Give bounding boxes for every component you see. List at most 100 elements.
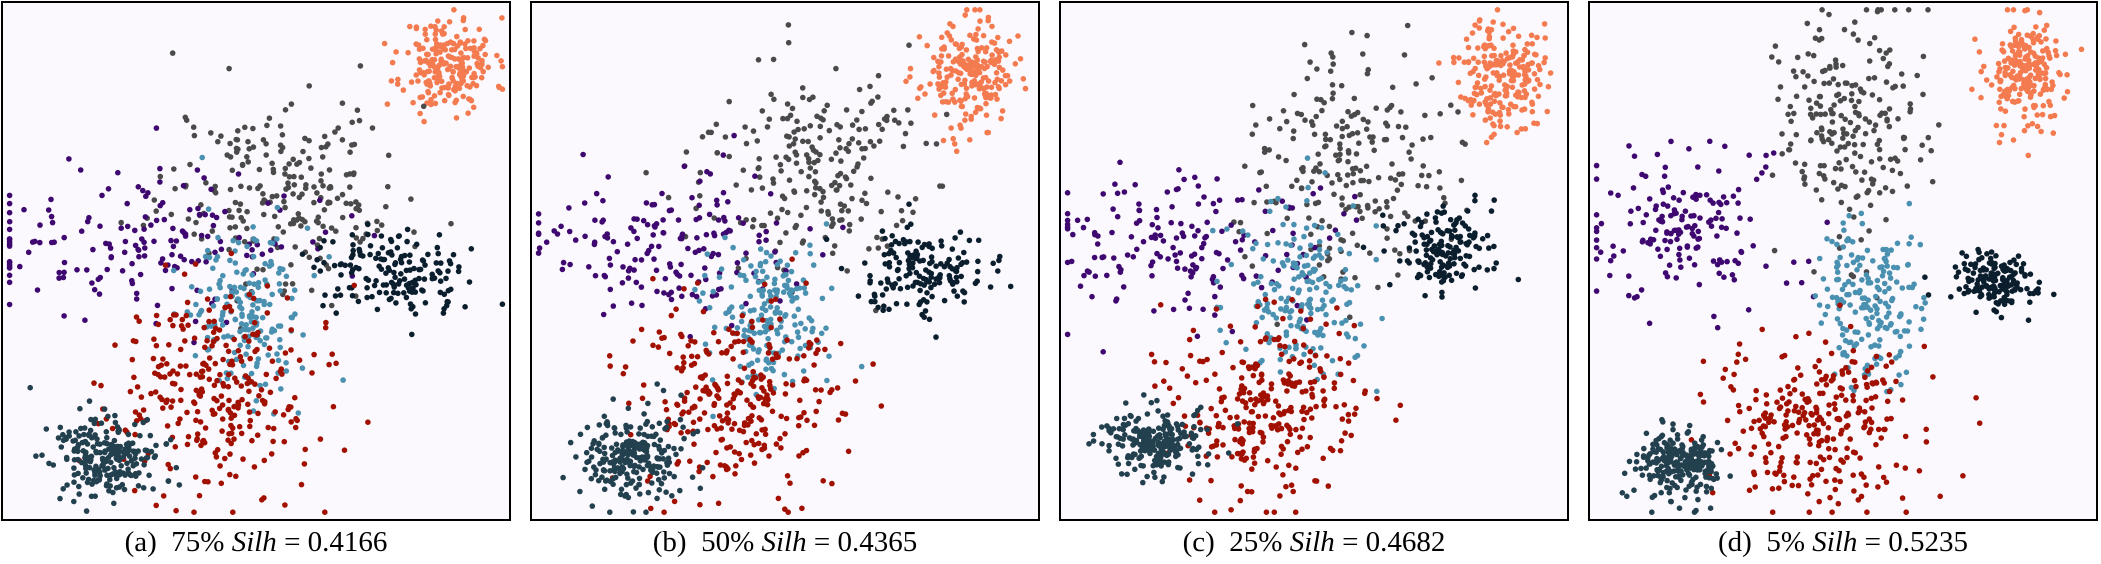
scatter-point bbox=[201, 360, 207, 367]
scatter-point bbox=[235, 347, 242, 354]
scatter-point bbox=[2016, 98, 2022, 104]
scatter-point bbox=[601, 486, 608, 493]
scatter-point bbox=[1504, 83, 1511, 90]
scatter-point bbox=[878, 403, 885, 409]
scatter-point bbox=[468, 246, 475, 252]
scatter-point bbox=[837, 201, 844, 207]
scatter-point bbox=[261, 341, 268, 348]
scatter-point bbox=[1185, 290, 1191, 297]
scatter-point bbox=[759, 305, 766, 312]
scatter-point bbox=[1298, 308, 1304, 314]
scatter-point bbox=[1494, 57, 1501, 64]
scatter-point bbox=[907, 252, 914, 259]
scatter-point bbox=[1769, 54, 1775, 60]
scatter-point bbox=[1856, 98, 1862, 105]
scatter-point bbox=[135, 448, 141, 454]
scatter-point bbox=[655, 476, 662, 483]
scatter-point bbox=[155, 363, 162, 370]
scatter-point bbox=[461, 54, 467, 61]
scatter-point bbox=[874, 234, 880, 241]
scatter-point bbox=[1250, 454, 1257, 460]
scatter-point bbox=[1481, 53, 1488, 60]
scatter-point bbox=[320, 223, 326, 230]
scatter-point bbox=[2013, 52, 2020, 58]
scatter-point bbox=[1176, 435, 1183, 442]
scatter-point bbox=[131, 374, 137, 381]
scatter-point bbox=[277, 344, 284, 351]
scatter-point bbox=[1418, 172, 1425, 179]
scatter-point bbox=[279, 144, 286, 151]
scatter-point bbox=[286, 174, 293, 180]
scatter-point bbox=[1466, 239, 1472, 245]
scatter-point bbox=[1153, 458, 1159, 465]
scatter-point bbox=[482, 51, 489, 58]
scatter-point bbox=[946, 33, 953, 39]
cluster-0 bbox=[1436, 7, 1554, 146]
scatter-point bbox=[232, 260, 239, 266]
scatter-point bbox=[1300, 164, 1306, 171]
scatter-point bbox=[394, 245, 401, 251]
scatter-point bbox=[2048, 86, 2055, 93]
scatter-point bbox=[269, 291, 276, 298]
scatter-point bbox=[1430, 248, 1437, 255]
scatter-point bbox=[1214, 278, 1220, 285]
scatter-point bbox=[337, 261, 344, 268]
scatter-point bbox=[1514, 129, 1520, 136]
scatter-point bbox=[958, 44, 965, 50]
scatter-point bbox=[91, 380, 97, 386]
scatter-point bbox=[420, 103, 427, 110]
scatter-point bbox=[441, 306, 447, 312]
scatter-point bbox=[250, 253, 257, 260]
scatter-point bbox=[306, 254, 313, 261]
scatter-point bbox=[845, 448, 852, 455]
scatter-point bbox=[886, 264, 893, 270]
scatter-point bbox=[208, 130, 214, 136]
scatter-point bbox=[296, 357, 303, 364]
scatter-point bbox=[1173, 421, 1180, 427]
scatter-point bbox=[298, 174, 305, 180]
scatter-point bbox=[1113, 455, 1119, 462]
scatter-point bbox=[1332, 227, 1339, 233]
scatter-point bbox=[1149, 273, 1155, 279]
scatter-point bbox=[2053, 52, 2060, 59]
cluster-0 bbox=[903, 7, 1029, 155]
scatter-point bbox=[265, 424, 272, 431]
scatter-point bbox=[715, 338, 722, 345]
scatter-point bbox=[204, 296, 211, 302]
scatter-point bbox=[433, 44, 439, 51]
scatter-point bbox=[958, 125, 964, 131]
scatter-point bbox=[1357, 208, 1363, 215]
scatter-point bbox=[351, 282, 358, 289]
scatter-point bbox=[181, 271, 188, 278]
scatter-point bbox=[1260, 256, 1267, 262]
scatter-point bbox=[750, 404, 756, 411]
scatter-point bbox=[318, 171, 325, 177]
scatter-point bbox=[193, 219, 199, 226]
scatter-point bbox=[234, 269, 240, 276]
scatter-point bbox=[882, 235, 888, 242]
scatter-point bbox=[782, 391, 789, 397]
scatter-point bbox=[2008, 43, 2014, 50]
scatter-point bbox=[1283, 332, 1290, 339]
scatter-point bbox=[600, 197, 606, 204]
scatter-point bbox=[1248, 489, 1255, 495]
scatter-point bbox=[756, 287, 763, 294]
scatter-point bbox=[1885, 63, 1891, 70]
scatter-point bbox=[227, 283, 233, 290]
scatter-point bbox=[1123, 400, 1129, 406]
scatter-point bbox=[1817, 111, 1824, 118]
scatter-point bbox=[980, 75, 987, 81]
scatter-point bbox=[1996, 139, 2003, 146]
scatter-point bbox=[306, 83, 313, 89]
scatter-point bbox=[458, 50, 464, 56]
scatter-point bbox=[1446, 272, 1453, 279]
scatter-point bbox=[703, 231, 710, 238]
scatter-point bbox=[867, 278, 873, 284]
scatter-point bbox=[232, 316, 238, 323]
scatter-point bbox=[860, 155, 867, 161]
scatter-point bbox=[1257, 338, 1264, 345]
scatter-point bbox=[1306, 270, 1313, 276]
scatter-point bbox=[1091, 254, 1098, 261]
scatter-point bbox=[1153, 206, 1160, 213]
scatter-point bbox=[724, 373, 731, 380]
